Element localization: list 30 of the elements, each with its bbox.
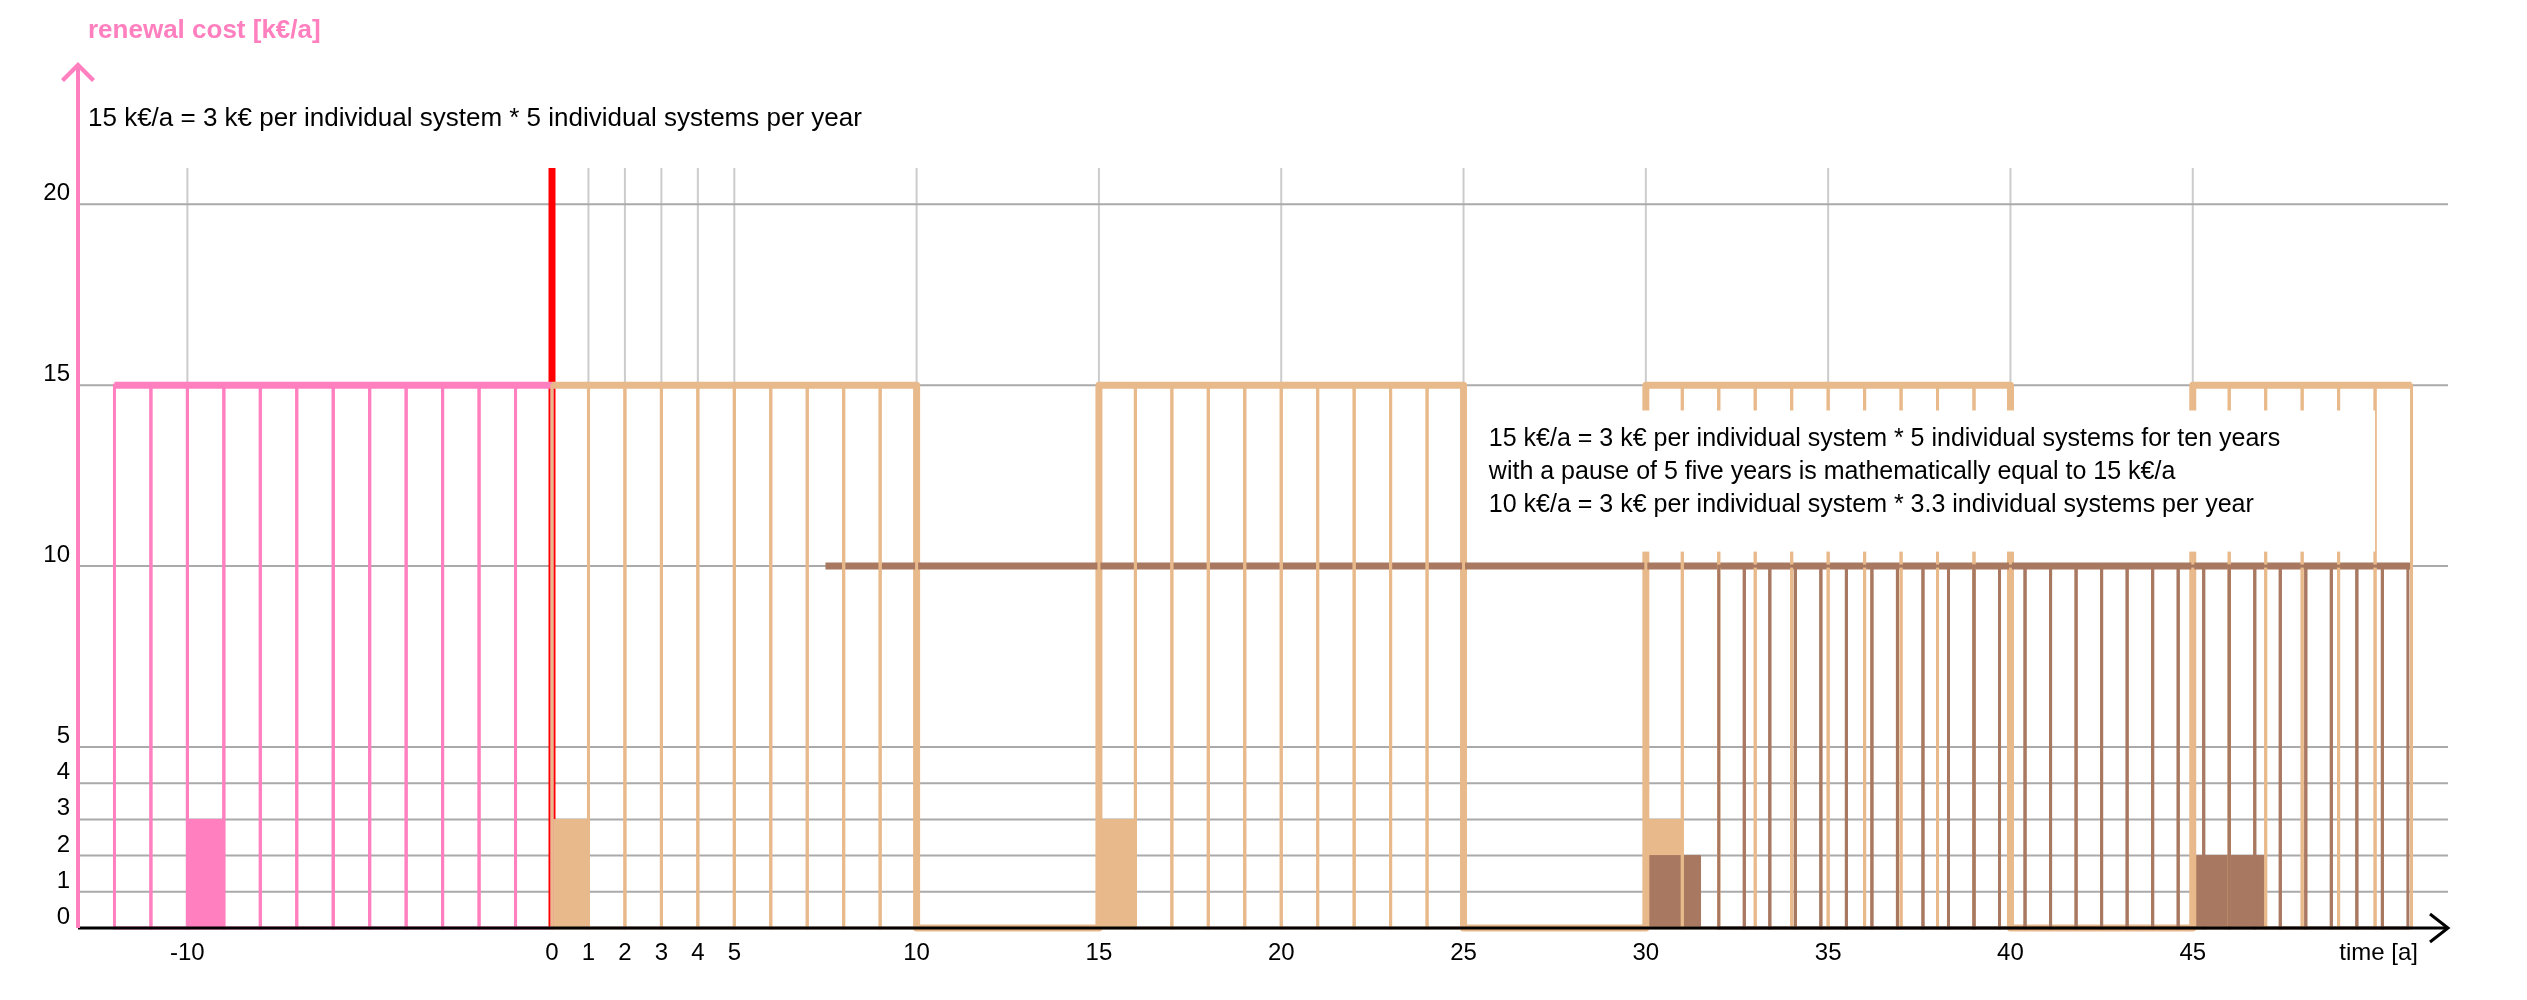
annotation: with a pause of 5 five years is mathematically equal to 15 k€/a — [1487, 456, 2176, 485]
x-tick-label: 0 — [545, 938, 559, 965]
x-tick-label: 40 — [1997, 938, 2024, 965]
x-tick-label: 20 — [1267, 938, 1295, 965]
y-tick-label: 10 — [43, 540, 70, 568]
y-tick-label: 0 — [56, 902, 70, 929]
x-tick-label: 35 — [1814, 938, 1842, 965]
x-tick-label: 1 — [581, 938, 596, 965]
text: 15 k€/a = 3 k€ per individual system * 5 individual systems per year — [88, 102, 863, 132]
x-tick-label: 10 — [903, 938, 930, 965]
y-tick-label: 15 — [43, 359, 70, 387]
x-tick-label: 4 — [691, 938, 705, 965]
x-tick-label: 30 — [1632, 938, 1660, 965]
x-tick-label: 3 — [654, 938, 669, 965]
x-tick-label: 15 — [1085, 938, 1113, 965]
x-tick-label: -10 — [170, 938, 205, 965]
annotation: 10 k€/a = 3 k€ per individual system * 3.3 individual systems per year — [1488, 489, 2254, 518]
annotation: 15 k€/a = 3 k€ per individual system * 5 individual systems for ten years — [1488, 423, 2281, 452]
x-tick-label: 5 — [727, 938, 741, 965]
x-axis-title: time [a] — [2339, 938, 2418, 965]
y-tick-label: 1 — [56, 865, 70, 893]
x-tick-label: 45 — [2179, 938, 2207, 965]
x-tick-label: 25 — [1450, 938, 1477, 965]
y-tick-label: 5 — [56, 721, 70, 749]
y-tick-label: 2 — [56, 829, 70, 857]
x-tick-label: 2 — [618, 938, 632, 965]
y-tick-label: 3 — [56, 793, 70, 821]
y-tick-label: 4 — [56, 757, 70, 785]
y-axis-title: renewal cost [k€/a] — [88, 14, 321, 44]
y-tick-label: 20 — [43, 178, 70, 206]
